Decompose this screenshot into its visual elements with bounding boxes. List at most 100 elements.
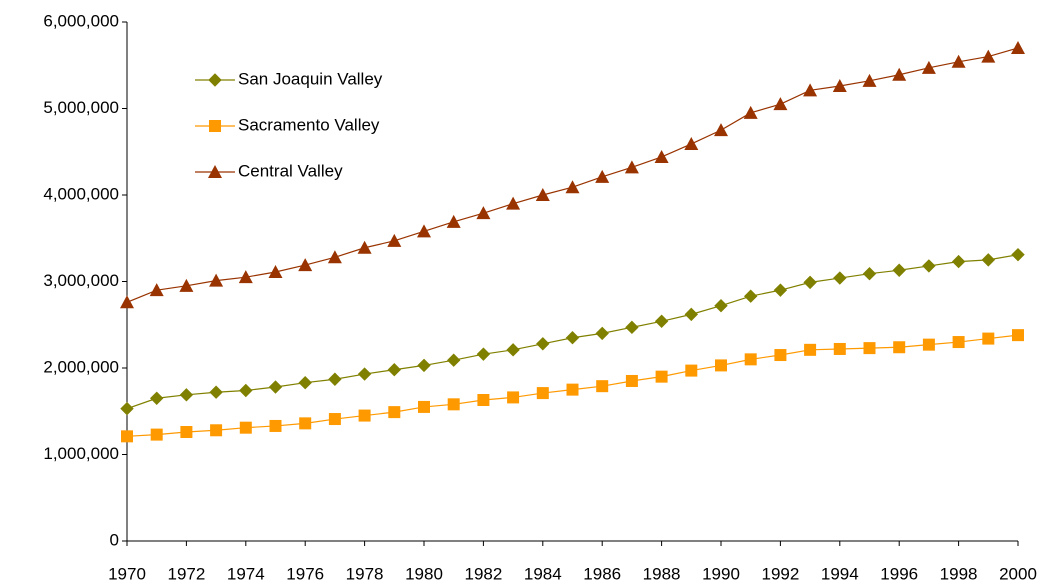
marker-diamond	[357, 367, 372, 381]
marker-square	[744, 353, 757, 366]
x-tick-label: 1992	[761, 564, 799, 583]
marker-triangle	[832, 79, 847, 93]
marker-square	[655, 370, 668, 383]
x-tick-label: 1996	[880, 564, 918, 583]
marker-triangle	[565, 180, 580, 194]
marker-diamond	[922, 259, 936, 273]
y-tick-label: 0	[110, 530, 119, 549]
x-tick-label: 1970	[108, 564, 146, 583]
marker-diamond	[803, 275, 817, 290]
marker-square	[507, 391, 520, 404]
marker-square	[121, 430, 133, 443]
marker-triangle	[773, 97, 788, 111]
marker-diamond	[179, 388, 194, 402]
marker-square	[596, 380, 609, 393]
marker-square	[150, 428, 163, 441]
x-tick-label: 1986	[583, 564, 621, 583]
marker-square	[299, 417, 312, 430]
marker-square	[566, 383, 579, 396]
marker-triangle	[120, 295, 134, 309]
marker-triangle	[476, 206, 491, 220]
marker-square	[536, 387, 549, 400]
marker-square	[447, 398, 460, 411]
marker-square	[358, 409, 371, 422]
marker-diamond	[446, 353, 461, 367]
marker-diamond	[209, 385, 223, 399]
marker-square	[180, 426, 193, 439]
legend-label: Central Valley	[238, 161, 343, 180]
x-tick-label: 1984	[524, 564, 562, 583]
y-tick-label: 2,000,000	[43, 357, 119, 376]
marker-diamond	[565, 331, 580, 345]
marker-square	[833, 342, 846, 355]
marker-triangle	[743, 105, 758, 119]
y-tick-label: 4,000,000	[43, 184, 119, 203]
marker-triangle	[624, 160, 639, 174]
marker-triangle	[238, 270, 253, 284]
marker-square	[625, 374, 638, 387]
marker-triangle	[327, 250, 342, 264]
marker-square	[1012, 329, 1024, 342]
marker-triangle	[387, 233, 402, 247]
marker-diamond	[536, 337, 550, 351]
marker-square	[210, 424, 223, 437]
x-tick-label: 1990	[702, 564, 740, 583]
marker-triangle	[298, 258, 313, 272]
marker-triangle	[446, 214, 461, 228]
marker-diamond	[387, 363, 402, 377]
x-tick-label: 1974	[227, 564, 265, 583]
x-tick-label: 1978	[346, 564, 384, 583]
marker-square	[863, 342, 876, 355]
x-tick-label: 1998	[940, 564, 978, 583]
marker-triangle	[417, 224, 431, 238]
x-tick-label: 1982	[464, 564, 502, 583]
marker-triangle	[149, 283, 164, 297]
marker-diamond	[654, 314, 669, 328]
marker-square	[982, 332, 995, 345]
marker-diamond	[120, 401, 134, 416]
marker-triangle	[506, 196, 521, 210]
marker-diamond	[773, 283, 788, 297]
marker-square	[269, 419, 282, 432]
marker-square	[715, 359, 727, 372]
marker-triangle	[1011, 40, 1025, 54]
marker-diamond	[833, 271, 847, 285]
marker-diamond	[298, 375, 312, 390]
marker-diamond	[684, 307, 699, 322]
marker-diamond	[625, 320, 639, 335]
marker-triangle	[951, 54, 966, 68]
marker-diamond	[714, 299, 728, 313]
marker-triangle	[981, 49, 996, 63]
marker-triangle	[654, 149, 669, 163]
x-tick-label: 1980	[405, 564, 443, 583]
marker-triangle	[803, 83, 818, 97]
marker-diamond	[208, 73, 222, 87]
marker-triangle	[595, 169, 610, 183]
marker-square	[952, 336, 965, 349]
legend-label: Sacramento Valley	[238, 115, 380, 134]
marker-triangle	[535, 188, 550, 201]
marker-diamond	[268, 380, 283, 394]
marker-triangle	[208, 165, 222, 178]
marker-diamond	[328, 372, 342, 386]
marker-diamond	[743, 289, 758, 303]
marker-square	[239, 421, 252, 434]
marker-diamond	[417, 358, 431, 373]
y-tick-label: 6,000,000	[43, 11, 119, 30]
marker-diamond	[595, 326, 609, 341]
marker-triangle	[892, 67, 907, 81]
marker-square	[328, 413, 341, 426]
marker-square	[893, 341, 906, 354]
marker-square	[685, 364, 698, 377]
x-tick-label: 1972	[167, 564, 205, 583]
marker-square	[922, 338, 935, 351]
marker-triangle	[179, 278, 194, 292]
marker-triangle	[684, 136, 699, 150]
marker-square	[209, 120, 221, 132]
marker-diamond	[476, 347, 491, 361]
marker-diamond	[951, 254, 966, 269]
marker-triangle	[714, 123, 728, 137]
marker-diamond	[892, 263, 906, 277]
